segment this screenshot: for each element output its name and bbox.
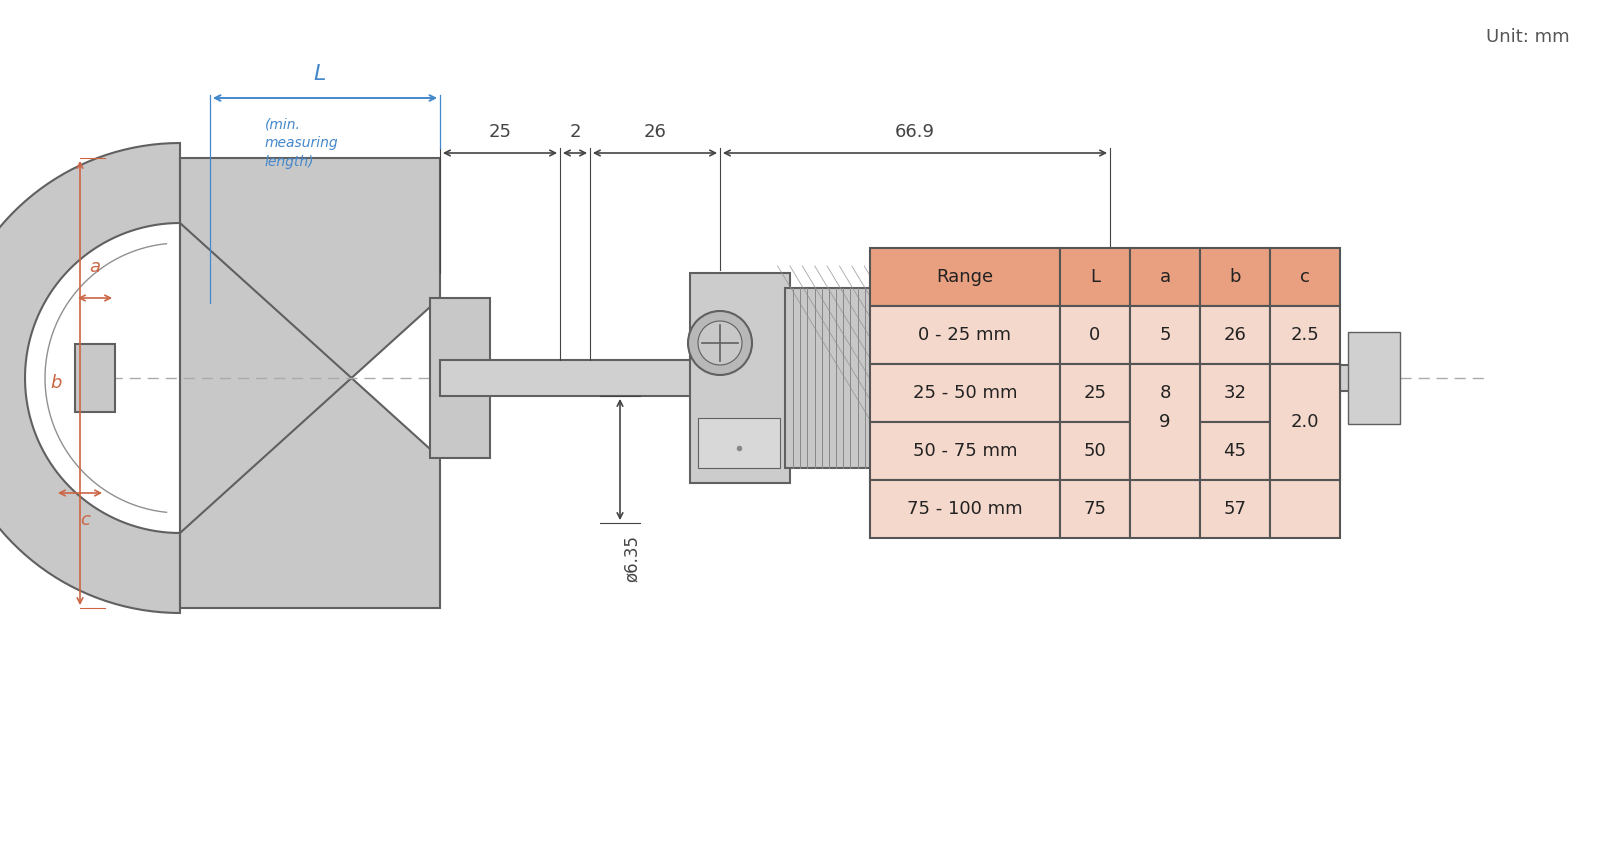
Text: 2: 2 [569, 123, 580, 141]
Text: a: a [90, 258, 100, 276]
Bar [1270, 364, 1339, 480]
Text: 0: 0 [1088, 326, 1099, 344]
Bar [869, 480, 1059, 538]
Text: 25: 25 [1083, 384, 1106, 402]
Bar [1270, 364, 1339, 422]
Bar [1059, 422, 1130, 480]
Text: a: a [1159, 268, 1170, 286]
Bar [1059, 248, 1130, 306]
Text: 0 - 25 mm: 0 - 25 mm [918, 326, 1011, 344]
Text: 8: 8 [1159, 384, 1170, 402]
Text: 50: 50 [1083, 442, 1106, 460]
Text: 32: 32 [1223, 384, 1245, 402]
Bar [1199, 422, 1270, 480]
Bar [1059, 306, 1130, 364]
Text: ø18: ø18 [1017, 362, 1035, 393]
Text: 25 - 50 mm: 25 - 50 mm [913, 384, 1017, 402]
Bar [440, 360, 720, 396]
Bar [1130, 364, 1199, 422]
Text: 25: 25 [489, 123, 511, 141]
Text: 57: 57 [1223, 500, 1245, 518]
Bar [1270, 480, 1339, 538]
Bar [1059, 480, 1130, 538]
Bar [1107, 264, 1112, 492]
Bar [1270, 248, 1339, 306]
Bar [1347, 332, 1400, 424]
Bar [1270, 306, 1339, 364]
Bar [1270, 422, 1339, 480]
Text: 26: 26 [1223, 326, 1245, 344]
Bar [1199, 364, 1270, 422]
Bar [429, 298, 490, 458]
Text: Unit: mm: Unit: mm [1485, 28, 1568, 46]
Bar [869, 306, 1059, 364]
Bar [1130, 306, 1199, 364]
Bar [1199, 480, 1270, 538]
Text: b: b [1228, 268, 1241, 286]
Bar [1130, 422, 1199, 480]
Text: 26: 26 [643, 123, 665, 141]
Bar [784, 288, 919, 468]
Bar [689, 273, 789, 483]
Bar [1130, 248, 1199, 306]
Text: 75 - 100 mm: 75 - 100 mm [906, 500, 1022, 518]
Bar [1234, 365, 1360, 391]
Text: ø6.35: ø6.35 [622, 535, 641, 582]
Bar [869, 248, 1059, 306]
Text: (min.
measuring
length): (min. measuring length) [265, 118, 339, 168]
Polygon shape [0, 143, 440, 613]
Text: 5: 5 [1159, 326, 1170, 344]
Bar [869, 422, 1059, 480]
Bar [869, 364, 1059, 422]
Bar [1130, 480, 1199, 538]
Text: 9: 9 [1159, 413, 1170, 431]
Text: 2.5: 2.5 [1290, 326, 1319, 344]
Bar [697, 418, 779, 468]
Text: c: c [80, 511, 90, 529]
Circle shape [697, 321, 741, 365]
Text: 75: 75 [1083, 500, 1106, 518]
Text: Range: Range [935, 268, 993, 286]
Text: 2.0: 2.0 [1290, 413, 1318, 431]
Text: 45: 45 [1223, 442, 1245, 460]
Text: L: L [313, 64, 326, 84]
Text: L: L [1090, 268, 1099, 286]
Bar [1199, 306, 1270, 364]
Text: b: b [50, 374, 63, 392]
Bar [76, 344, 116, 412]
Bar [1199, 248, 1270, 306]
Bar [1104, 300, 1239, 456]
Bar [1130, 364, 1199, 480]
Bar [1059, 364, 1130, 422]
Text: c: c [1298, 268, 1310, 286]
Bar [910, 264, 913, 492]
Circle shape [688, 311, 752, 375]
Text: 50 - 75 mm: 50 - 75 mm [913, 442, 1017, 460]
Text: 66.9: 66.9 [895, 123, 934, 141]
Bar [911, 266, 1109, 490]
